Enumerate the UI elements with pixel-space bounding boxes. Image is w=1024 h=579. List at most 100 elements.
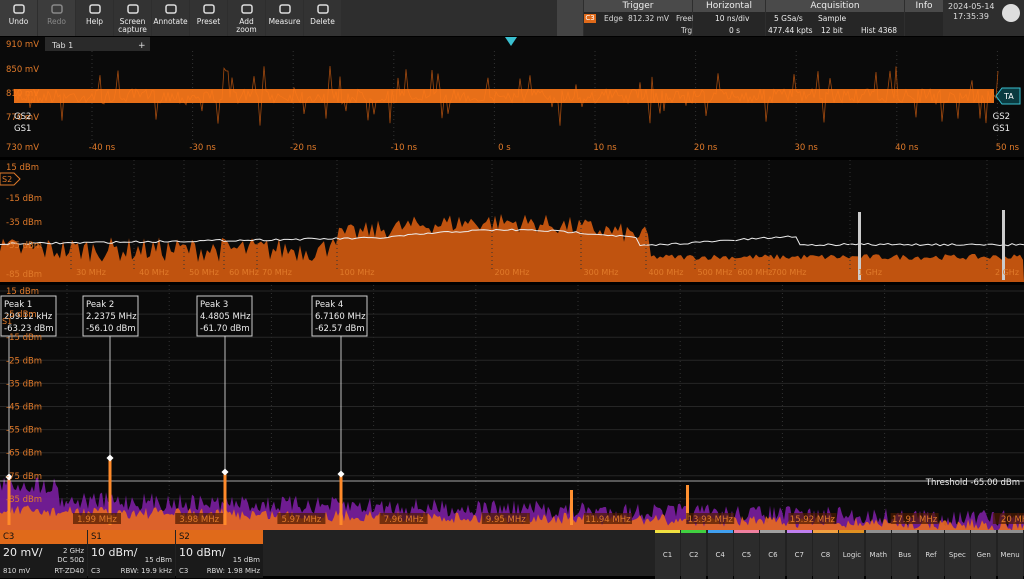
- side-button-label: C7: [787, 551, 812, 559]
- channel-bandwidth: 2 GHz: [63, 547, 84, 555]
- y-label: -55 dBm: [6, 426, 42, 436]
- peak-name: Peak 4: [315, 300, 343, 310]
- y-label: -85 dBm: [6, 495, 42, 505]
- trigger-source: C3: [584, 14, 596, 23]
- channel-name: S1: [91, 532, 102, 542]
- icon-shape: [166, 5, 176, 13]
- side-button-label: C4: [708, 551, 733, 559]
- gate-label: GS2: [14, 112, 31, 122]
- gate-label: GS1: [993, 124, 1010, 134]
- icon-shape: [280, 5, 290, 13]
- button-label: Help: [76, 18, 113, 26]
- channel-box[interactable]: S210 dBm/15 dBmC3RBW: 1.98 MHz: [176, 530, 263, 578]
- x-label: 7.96 MHz: [384, 515, 424, 525]
- bottom-bar: C320 mV/2 GHzDC 50Ω810 mVRT-ZD40S110 dBm…: [0, 530, 1024, 576]
- side-button[interactable]: C7: [787, 530, 812, 579]
- section-header: Acquisition: [766, 0, 904, 12]
- channel-scale: 20 mV/: [3, 546, 42, 559]
- side-button[interactable]: C1: [655, 530, 680, 579]
- channel-probe: RT-ZD40: [54, 567, 84, 575]
- icon: [316, 3, 330, 15]
- side-button[interactable]: Logic: [839, 530, 864, 579]
- toolbar-button[interactable]: Annotate: [152, 0, 189, 36]
- side-button-label: Logic: [839, 551, 864, 559]
- x-label: 1.99 MHz: [77, 515, 117, 525]
- side-button[interactable]: Gen: [971, 530, 996, 579]
- icon: [278, 3, 292, 15]
- side-button[interactable]: Ref: [919, 530, 944, 579]
- threshold-label: Threshold -65.00 dBm: [925, 478, 1020, 488]
- section-header: Trigger: [584, 0, 692, 12]
- side-button-label: Math: [866, 551, 891, 559]
- x-label: 50 MHz: [189, 268, 219, 277]
- toolbar-button[interactable]: Add zoom: [228, 0, 265, 36]
- y-label: -85 dBm: [6, 270, 42, 280]
- side-button[interactable]: C4: [708, 530, 733, 579]
- toolbar-button[interactable]: Delete: [304, 0, 341, 36]
- channel-scale: 10 dBm/: [91, 546, 137, 559]
- y-label: -65 dBm: [6, 449, 42, 459]
- x-label: 600 MHz: [738, 268, 773, 277]
- side-button-label: Menu: [998, 551, 1023, 559]
- section-header: Horizontal: [693, 0, 765, 12]
- x-label: -30 ns: [189, 143, 216, 153]
- button-label: Preset: [190, 18, 227, 26]
- time: 17:35:39: [953, 12, 989, 21]
- peak-level: -56.10 dBm: [86, 324, 136, 334]
- peak-marker: [221, 468, 228, 475]
- icon: [12, 3, 26, 15]
- side-button-label: Spec: [945, 551, 970, 559]
- side-button[interactable]: Math: [866, 530, 891, 579]
- toolbar-button[interactable]: Redo: [38, 0, 75, 36]
- x-label: 20 ns: [694, 143, 718, 153]
- channel-name: C3: [3, 532, 14, 542]
- x-label: 400 MHz: [649, 268, 684, 277]
- x-label: 3.98 MHz: [179, 515, 219, 525]
- channel-box[interactable]: C320 mV/2 GHzDC 50Ω810 mVRT-ZD40: [0, 530, 87, 578]
- peak-frequency: 2.2375 MHz: [86, 312, 137, 322]
- x-label: 40 ns: [895, 143, 919, 153]
- icon-shape: [128, 5, 138, 13]
- side-button[interactable]: C8: [813, 530, 838, 579]
- button-label: Delete: [304, 18, 341, 26]
- side-button[interactable]: Menu: [998, 530, 1023, 579]
- y-label: -35 dBm: [6, 379, 42, 389]
- side-button[interactable]: Bus: [892, 530, 917, 579]
- channel-rbw: RBW: 19.9 kHz: [121, 567, 172, 575]
- side-button-label: C1: [655, 551, 680, 559]
- side-button[interactable]: C5: [734, 530, 759, 579]
- side-button[interactable]: C6: [760, 530, 785, 579]
- toolbar-button[interactable]: Preset: [190, 0, 227, 36]
- gate-label: GS2: [993, 112, 1010, 122]
- section-header: Info: [905, 0, 943, 12]
- icon-shape: [52, 5, 62, 13]
- y-label: 850 mV: [6, 65, 39, 75]
- section-value: 0 s: [729, 26, 740, 35]
- side-button[interactable]: C2: [681, 530, 706, 579]
- toolbar-button[interactable]: Screen capture: [114, 0, 151, 36]
- add-tab: +: [138, 41, 146, 51]
- icon-shape: [90, 5, 100, 13]
- settings-button[interactable]: [557, 0, 583, 36]
- peak-name: Peak 3: [200, 300, 228, 310]
- y-label: -35 dBm: [6, 218, 42, 228]
- toolbar-button[interactable]: Measure: [266, 0, 303, 36]
- side-button-label: C5: [734, 551, 759, 559]
- y-label: -45 dBm: [6, 403, 42, 413]
- button-label: Undo: [0, 18, 37, 26]
- channel-box[interactable]: S110 dBm/15 dBmC3RBW: 19.9 kHz: [88, 530, 175, 578]
- x-label: 200 MHz: [495, 268, 530, 277]
- section-value: 477.44 kpts: [768, 26, 813, 35]
- section-value: 5 GSa/s: [774, 14, 803, 23]
- toolbar-button[interactable]: Undo: [0, 0, 37, 36]
- date: 2024-05-14: [948, 2, 995, 11]
- icon-shape: [14, 5, 24, 13]
- source-marker: S1: [2, 317, 12, 326]
- toolbar-button[interactable]: Help: [76, 0, 113, 36]
- icon: [202, 3, 216, 15]
- x-label: 0 s: [498, 143, 511, 153]
- x-label: 2 GHz: [995, 268, 1019, 277]
- peak-marker: [106, 454, 113, 461]
- section-value: Sample: [818, 14, 846, 23]
- side-button[interactable]: Spec: [945, 530, 970, 579]
